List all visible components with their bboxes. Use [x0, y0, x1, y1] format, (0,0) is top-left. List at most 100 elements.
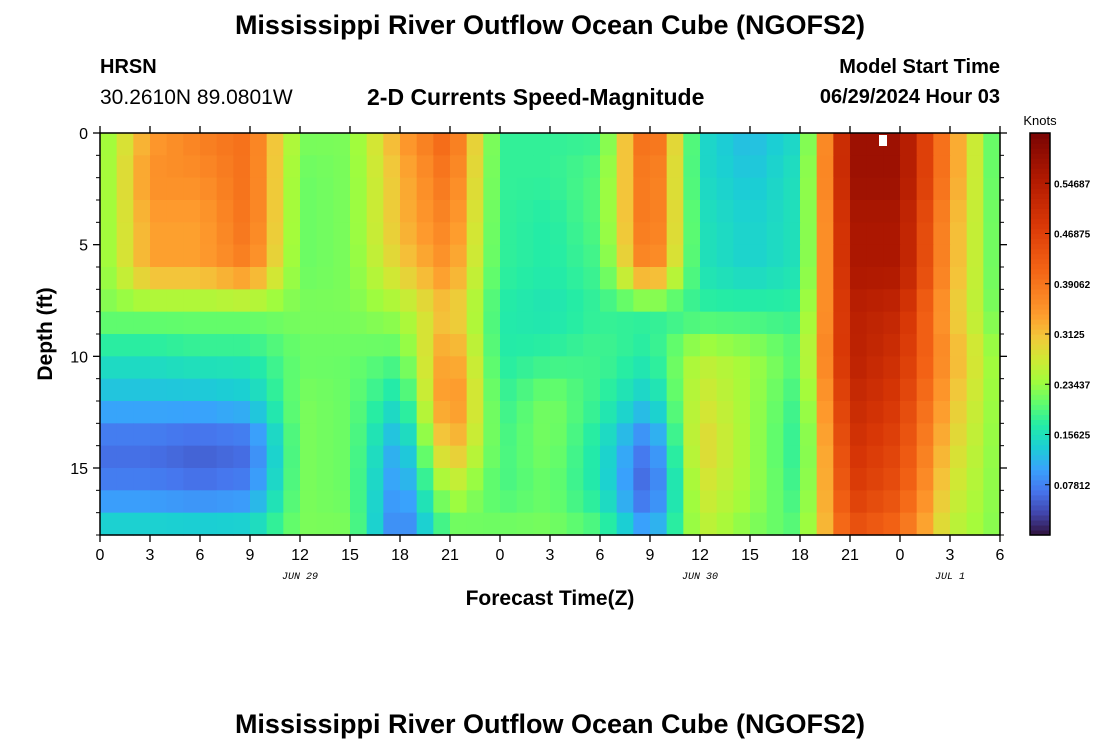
heatmap-cell: [533, 378, 551, 402]
heatmap-cell: [166, 133, 184, 156]
heatmap-cell: [950, 222, 968, 246]
heatmap-cell: [166, 244, 184, 268]
heatmap-cell: [516, 222, 534, 246]
heatmap-cell: [516, 356, 534, 380]
heatmap-cell: [533, 356, 551, 380]
heatmap-cell: [383, 133, 401, 156]
heatmap-cell: [433, 334, 451, 357]
colorbar-segment: [1030, 148, 1050, 154]
heatmap-cell: [283, 311, 301, 335]
heatmap-cell: [533, 289, 551, 313]
heatmap-cell: [133, 289, 151, 313]
heatmap-cell: [116, 267, 134, 290]
colorbar-segment: [1030, 344, 1050, 350]
heatmap-cell: [300, 155, 318, 179]
heatmap-cell: [116, 423, 134, 447]
heatmap-cell: [650, 155, 668, 179]
heatmap-cell: [383, 200, 401, 223]
heatmap-cell: [216, 155, 234, 179]
heatmap-cell: [750, 512, 768, 536]
heatmap-cell: [783, 222, 801, 246]
heatmap-cell: [766, 222, 784, 246]
heatmap-cell: [300, 133, 318, 156]
heatmap-cell: [433, 378, 451, 402]
heatmap-cell: [833, 334, 851, 357]
heatmap-cell: [433, 267, 451, 290]
heatmap-cell: [750, 356, 768, 380]
heatmap-cell: [100, 200, 118, 223]
heatmap-cell: [250, 200, 268, 223]
colorbar-segment: [1030, 253, 1050, 260]
heatmap-cell: [416, 356, 434, 380]
colorbar-segment: [1030, 519, 1050, 526]
heatmap-cell: [516, 445, 534, 469]
heatmap-cell: [450, 356, 468, 380]
heatmap-cell: [900, 490, 918, 514]
heatmap-cell: [350, 378, 368, 402]
heatmap-cell: [433, 222, 451, 246]
heatmap-cell: [983, 334, 1001, 357]
heatmap-cell: [766, 311, 784, 335]
heatmap-cell: [283, 334, 301, 357]
heatmap-cell: [383, 155, 401, 179]
heatmap-cell: [333, 244, 351, 268]
heatmap-cell: [800, 468, 818, 491]
heatmap-cell: [266, 423, 284, 447]
colorbar-segment: [1030, 464, 1050, 471]
heatmap-cell: [850, 356, 868, 380]
heatmap-cell: [383, 334, 401, 357]
heatmap-cell: [966, 490, 984, 514]
heatmap-cell: [783, 311, 801, 335]
heatmap-cell: [883, 468, 901, 491]
heatmap-cell: [933, 378, 951, 402]
heatmap-cell: [183, 423, 201, 447]
heatmap-cell: [933, 155, 951, 179]
heatmap-cell: [716, 267, 734, 290]
heatmap-cell: [650, 177, 668, 201]
heatmap-cell: [316, 289, 334, 313]
heatmap-cell: [383, 289, 401, 313]
heatmap-cell: [983, 289, 1001, 313]
heatmap-cell: [633, 468, 651, 491]
heatmap-cell: [316, 378, 334, 402]
heatmap-cell: [916, 423, 934, 447]
heatmap-cell: [566, 289, 584, 313]
heatmap-cell: [483, 512, 501, 536]
heatmap-cell: [250, 490, 268, 514]
heatmap-cell: [700, 468, 718, 491]
heatmap-cell: [833, 445, 851, 469]
heatmap-cell: [100, 445, 118, 469]
heatmap-cell: [133, 222, 151, 246]
heatmap-cell: [216, 401, 234, 424]
heatmap-cell: [500, 267, 518, 290]
heatmap-cell: [316, 490, 334, 514]
heatmap-cell: [683, 356, 701, 380]
heatmap-cell: [550, 177, 568, 201]
x-tick-label: 21: [441, 547, 459, 564]
heatmap-cell: [716, 244, 734, 268]
heatmap-cell: [383, 378, 401, 402]
heatmap-cell: [400, 401, 418, 424]
heatmap-cell: [650, 468, 668, 491]
heatmap-cell: [550, 445, 568, 469]
heatmap-cell: [500, 334, 518, 357]
heatmap-cell: [983, 311, 1001, 335]
heatmap-cell: [800, 222, 818, 246]
heatmap-cell: [116, 334, 134, 357]
heatmap-cell: [350, 244, 368, 268]
heatmap-cell: [666, 311, 684, 335]
heatmap-cell: [583, 133, 601, 156]
heatmap-cell: [316, 155, 334, 179]
heatmap-cell: [300, 222, 318, 246]
heatmap-cell: [300, 401, 318, 424]
heatmap-cell: [100, 244, 118, 268]
heatmap-cell: [833, 289, 851, 313]
heatmap-cell: [583, 512, 601, 536]
heatmap-cell: [833, 378, 851, 402]
y-tick-label: 10: [70, 349, 88, 366]
heatmap-cell: [533, 177, 551, 201]
heatmap-cell: [450, 401, 468, 424]
heatmap-cell: [116, 155, 134, 179]
heatmap-cell: [633, 267, 651, 290]
x-tick-label: 9: [646, 547, 655, 564]
